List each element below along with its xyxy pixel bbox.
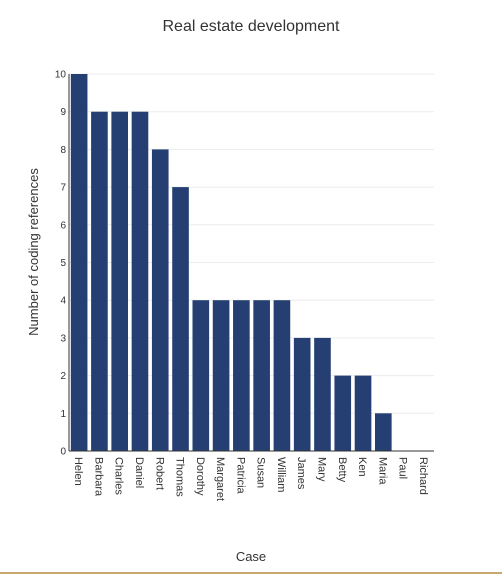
x-axis-label: Case [236,549,266,564]
bar-james[interactable] [293,337,311,451]
x-tick-label-margaret: Margaret [214,457,226,501]
x-tick-label-paul: Paul [397,457,409,479]
x-tick-label-james: James [295,457,307,490]
x-tick-label-robert: Robert [153,457,165,490]
x-tick-label-thomas: Thomas [174,457,186,497]
bar-charles[interactable] [111,111,129,451]
x-tick-label-patricia: Patricia [234,457,246,495]
y-tick-label: 1 [60,409,66,420]
x-tick-label-maria: Maria [376,457,388,485]
bar-margaret[interactable] [212,300,230,451]
y-tick-label: 3 [60,333,66,344]
bar-thomas[interactable] [172,187,189,451]
bar-dorothy[interactable] [192,300,210,451]
bar-ken[interactable] [354,375,372,451]
bar-maria[interactable] [374,413,392,451]
y-tick-label: 9 [60,107,66,118]
bar-patricia[interactable] [233,300,250,451]
bar-daniel[interactable] [131,111,149,451]
x-tick-label-barbara: Barbara [92,457,104,497]
y-tick-label: 8 [60,145,66,156]
y-tick-label: 10 [55,70,67,81]
bar-betty[interactable] [334,375,352,451]
bar-robert[interactable] [151,149,169,451]
y-tick-label: 4 [60,296,66,307]
gridlines [69,73,434,414]
x-tick-label-ken: Ken [356,457,368,477]
y-tick-label: 5 [60,258,66,269]
x-tick-label-dorothy: Dorothy [194,457,206,496]
x-tick-label-helen: Helen [72,457,84,486]
x-tick-label-susan: Susan [255,457,267,488]
x-tick-label-mary: Mary [315,457,327,482]
x-tick-label-daniel: Daniel [133,457,145,488]
y-tick-label: 7 [60,183,66,194]
x-tick-label-charles: Charles [113,457,125,495]
x-axis-ticks: Helen Barbara Charles Daniel Robert Thomas Dor… [72,457,429,501]
bar-william[interactable] [273,300,291,451]
y-axis-label: Number of coding references [26,168,41,336]
chart-title: Real estate development [163,18,341,35]
y-tick-label: 6 [60,220,66,231]
bar-mary[interactable] [314,337,331,451]
bar-barbara[interactable] [91,111,108,451]
x-tick-label-betty: Betty [336,457,348,483]
bar-susan[interactable] [253,300,270,451]
y-tick-label: 0 [60,447,66,458]
bottom-border [0,572,502,574]
x-tick-label-richard: Richard [417,457,429,495]
y-tick-label: 2 [60,371,66,382]
x-tick-label-william: William [275,457,287,492]
bars [70,74,392,451]
y-axis-ticks: 0 1 2 3 4 5 6 7 8 9 10 [55,70,67,458]
bar-helen[interactable] [70,74,88,451]
